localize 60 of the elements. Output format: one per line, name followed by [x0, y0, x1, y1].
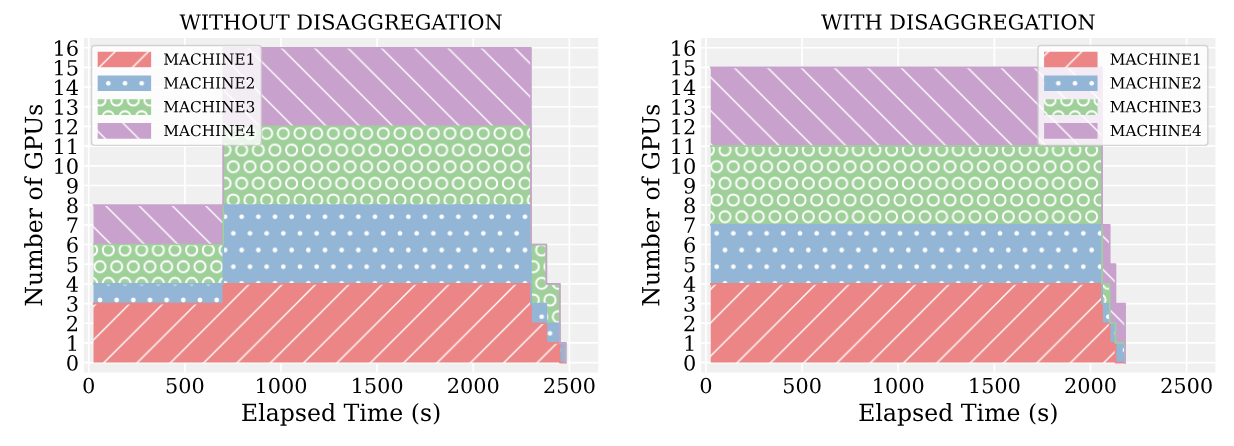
x-tick-label: 2500 — [1161, 377, 1212, 394]
y-tick-label: 11 — [672, 138, 694, 155]
legend-label: MACHINE4 — [164, 124, 255, 137]
y-tick-label: 5 — [67, 256, 78, 273]
x-tick-label: 2000 — [1065, 377, 1116, 394]
x-tick-label: 500 — [783, 377, 821, 394]
y-tick-label: 0 — [684, 355, 695, 371]
y-axis-title: Number of GPUs — [641, 104, 660, 306]
y-tick-label: 8 — [684, 197, 695, 214]
y-tick-label: 15 — [55, 59, 78, 76]
y-tick-label: 1 — [68, 335, 77, 351]
y-tick-label: 7 — [684, 217, 695, 233]
y-tick-label: 0 — [67, 355, 78, 371]
legend-label: MACHINE1 — [1110, 53, 1200, 65]
y-tick-label: 9 — [684, 177, 695, 194]
y-tick-label: 2 — [684, 315, 695, 332]
y-tick-label: 12 — [672, 118, 695, 135]
x-tick-label: 0 — [83, 377, 94, 394]
x-tick-label: 500 — [166, 377, 204, 394]
y-tick-label: 10 — [55, 158, 78, 175]
legend-label: MACHINE3 — [164, 100, 255, 113]
y-tick-label: 11 — [55, 138, 77, 155]
x-tick-label: 2000 — [448, 377, 499, 394]
x-tick-label: 1500 — [970, 377, 1020, 394]
y-tick-label: 6 — [67, 236, 78, 253]
y-tick-label: 7 — [67, 217, 78, 233]
legend-label: MACHINE1 — [164, 53, 254, 65]
legend-label: MACHINE3 — [1110, 100, 1201, 113]
y-tick-label: 16 — [55, 40, 78, 56]
chart-title: WITH DISAGGREGATION — [821, 14, 1095, 30]
y-tick-label: 4 — [683, 276, 696, 292]
y-tick-label: 5 — [684, 256, 695, 273]
y-tick-label: 16 — [672, 40, 695, 56]
legend-label: MACHINE2 — [164, 77, 254, 89]
y-tick-label: 15 — [672, 59, 695, 76]
y-tick-label: 3 — [67, 296, 78, 312]
chart-title: WITHOUT DISAGGREGATION — [179, 14, 502, 30]
y-tick-label: 4 — [66, 276, 78, 292]
y-tick-label: 13 — [672, 99, 695, 115]
y-tick-label: 14 — [672, 79, 696, 96]
y-tick-label: 12 — [55, 118, 78, 135]
x-tick-label: 1000 — [257, 377, 307, 394]
y-tick-label: 13 — [55, 99, 78, 115]
y-tick-label: 14 — [55, 79, 78, 96]
legend-label: MACHINE2 — [1110, 77, 1201, 89]
y-tick-label: 2 — [67, 315, 78, 332]
y-tick-label: 8 — [67, 197, 78, 214]
y-tick-label: 3 — [684, 296, 695, 312]
y-tick-label: 6 — [684, 236, 695, 253]
legend-label: MACHINE4 — [1110, 124, 1201, 137]
y-tick-label: 9 — [67, 177, 78, 194]
x-tick-label: 1500 — [353, 377, 403, 394]
y-tick-label: 1 — [685, 335, 694, 351]
x-axis-title: Elapsed Time (s) — [242, 402, 440, 426]
x-tick-label: 1000 — [874, 377, 924, 394]
y-tick-label: 10 — [672, 158, 695, 175]
y-axis-title: Number of GPUs — [24, 104, 43, 306]
x-tick-label: 0 — [700, 377, 712, 394]
x-axis-title: Elapsed Time (s) — [859, 402, 1057, 426]
x-tick-label: 2500 — [544, 377, 595, 394]
